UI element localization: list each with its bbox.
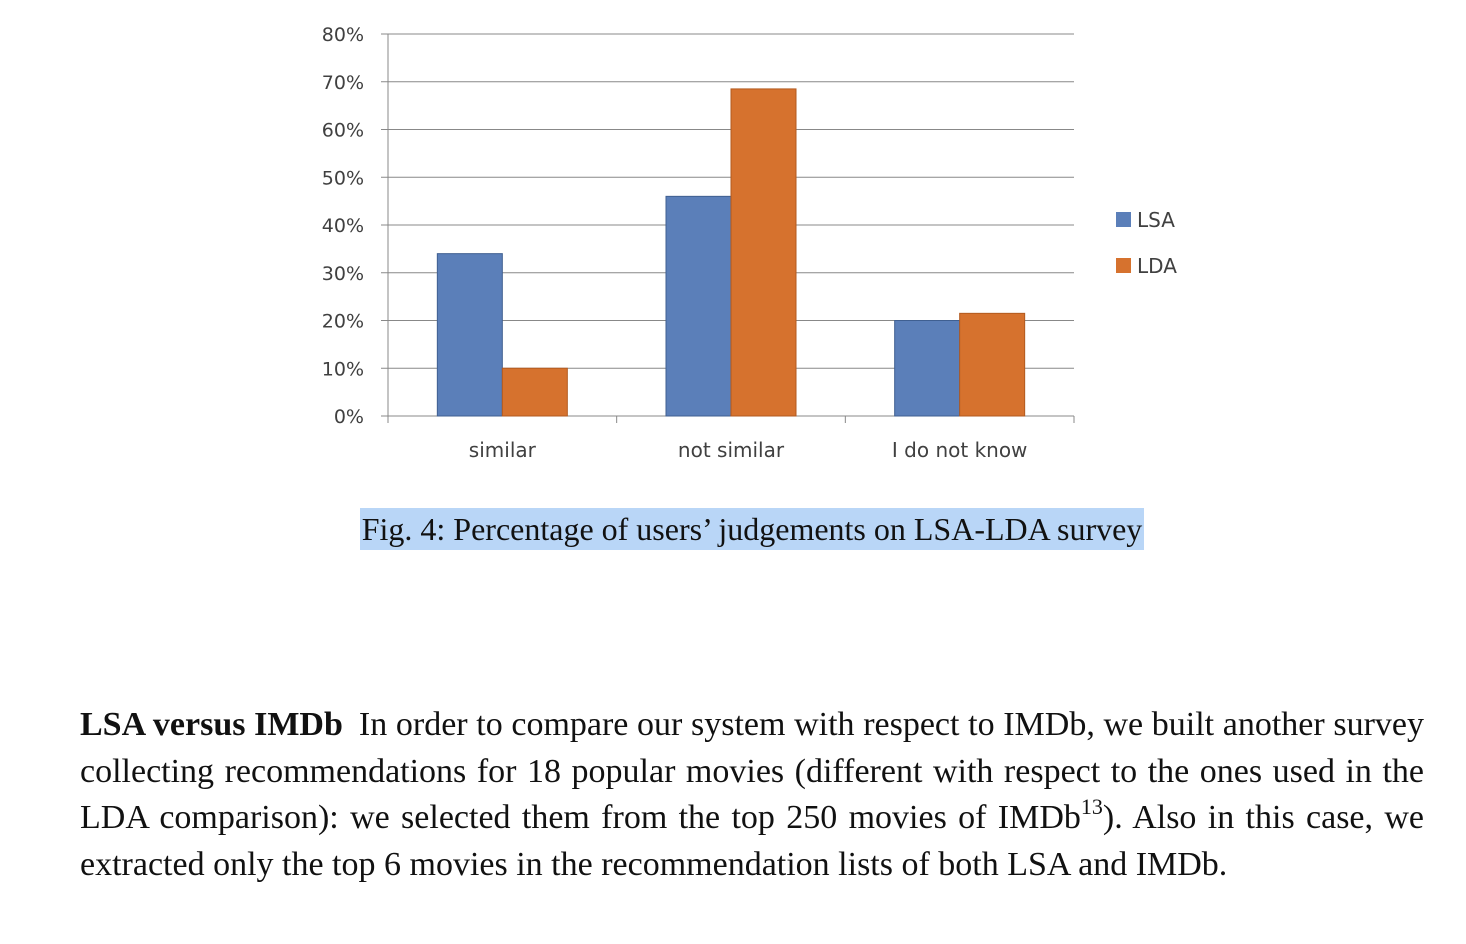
body-paragraph: LSA versus IMDb In order to compare our s… xyxy=(80,702,1424,888)
y-tick-label: 30% xyxy=(322,263,364,285)
bar-lda xyxy=(501,367,568,417)
chart-legend: LSA LDA xyxy=(1116,208,1177,278)
figure-caption-wrapper: Fig. 4: Percentage of users’ judgements … xyxy=(0,508,1466,550)
paragraph-text-part2: ). Also in this case, we extracted only … xyxy=(80,799,1424,883)
bar-lsa xyxy=(665,195,732,417)
bar-lsa xyxy=(894,320,961,417)
legend-label-lsa: LSA xyxy=(1137,208,1175,232)
figure-caption: Fig. 4: Percentage of users’ judgements … xyxy=(359,508,1145,550)
footnote-mark: 13 xyxy=(1080,794,1103,819)
chart-bars xyxy=(436,88,1026,417)
y-tick-label: 0% xyxy=(334,406,364,428)
y-tick-label: 70% xyxy=(322,72,364,94)
paragraph-heading: LSA versus IMDb xyxy=(80,706,343,743)
y-tick-label: 60% xyxy=(322,120,364,142)
y-tick-label: 10% xyxy=(322,358,364,380)
paragraph-text-part1: In order to compare our system with resp… xyxy=(80,706,1424,836)
bar-chart: 0% 10% 20% 30% 40% 50% 60% 70% 80% similar not sim… xyxy=(322,24,1177,462)
y-tick-label: 80% xyxy=(322,24,364,46)
y-tick-label: 50% xyxy=(322,167,364,189)
chart-labels: 0% 10% 20% 30% 40% 50% 60% 70% 80% similar not sim… xyxy=(322,24,1028,462)
bar-lda xyxy=(730,88,797,417)
legend-label-lda: LDA xyxy=(1137,254,1177,278)
legend-swatch-lda xyxy=(1116,258,1131,273)
x-tick-label: I do not know xyxy=(892,438,1028,462)
bar-lsa xyxy=(436,253,503,417)
bar-lda xyxy=(959,312,1026,417)
x-tick-label: not similar xyxy=(678,438,785,462)
x-tick-label: similar xyxy=(469,438,537,462)
y-tick-label: 20% xyxy=(322,311,364,333)
y-tick-label: 40% xyxy=(322,215,364,237)
legend-swatch-lsa xyxy=(1116,212,1131,227)
